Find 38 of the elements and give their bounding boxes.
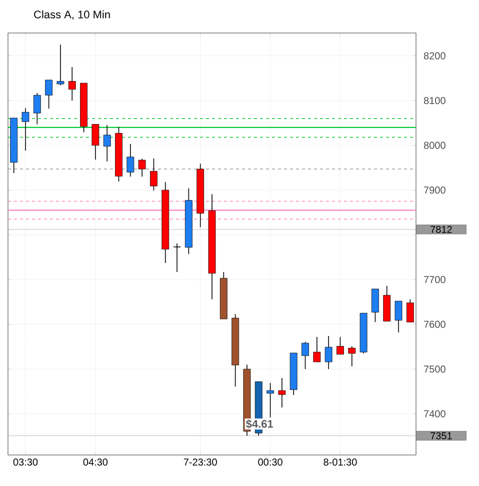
candlestick	[138, 158, 146, 178]
candlestick	[394, 300, 402, 333]
candlestick	[302, 341, 309, 370]
candlestick	[103, 124, 111, 162]
y-tick-label: 7700	[424, 276, 446, 284]
x-tick-label: 00:30	[258, 458, 282, 466]
annotation: $4.61	[246, 420, 274, 428]
candlestick	[33, 92, 41, 125]
y-tick-label: 8100	[424, 97, 446, 104]
chart-title: Class A, 10 Min	[34, 10, 110, 20]
x-tick-label: 04:30	[83, 458, 108, 466]
candlestick	[126, 144, 134, 178]
y-tick-label: 8000	[424, 142, 446, 149]
y-tick-label: 7900	[424, 186, 446, 194]
candlestick	[406, 298, 414, 322]
candlestick	[372, 288, 379, 322]
y-tick-label: 8200	[424, 52, 446, 60]
y-tick-label: 7500	[424, 366, 446, 373]
x-tick-label: 7-23:30	[184, 458, 217, 466]
candlestick	[348, 346, 356, 367]
ref-line-label: 7812	[430, 226, 452, 233]
candlestick	[336, 336, 344, 355]
x-tick-label: 8-01:30	[324, 458, 357, 466]
candlestick	[92, 124, 100, 160]
candlestick	[313, 336, 321, 362]
y-tick-label: 7400	[424, 410, 446, 418]
candlestick	[150, 158, 158, 191]
candlestick	[68, 66, 76, 101]
x-tick-label: 03:30	[13, 458, 38, 466]
candlestick	[45, 80, 52, 110]
candlestick	[278, 378, 286, 408]
candlestick	[173, 242, 181, 272]
candlestick	[324, 336, 332, 370]
y-tick-label: 7600	[424, 320, 446, 328]
ref-line-label: 7351	[430, 432, 452, 440]
candlestick	[56, 44, 64, 86]
candlestick	[266, 382, 274, 418]
candlestick	[22, 108, 30, 152]
